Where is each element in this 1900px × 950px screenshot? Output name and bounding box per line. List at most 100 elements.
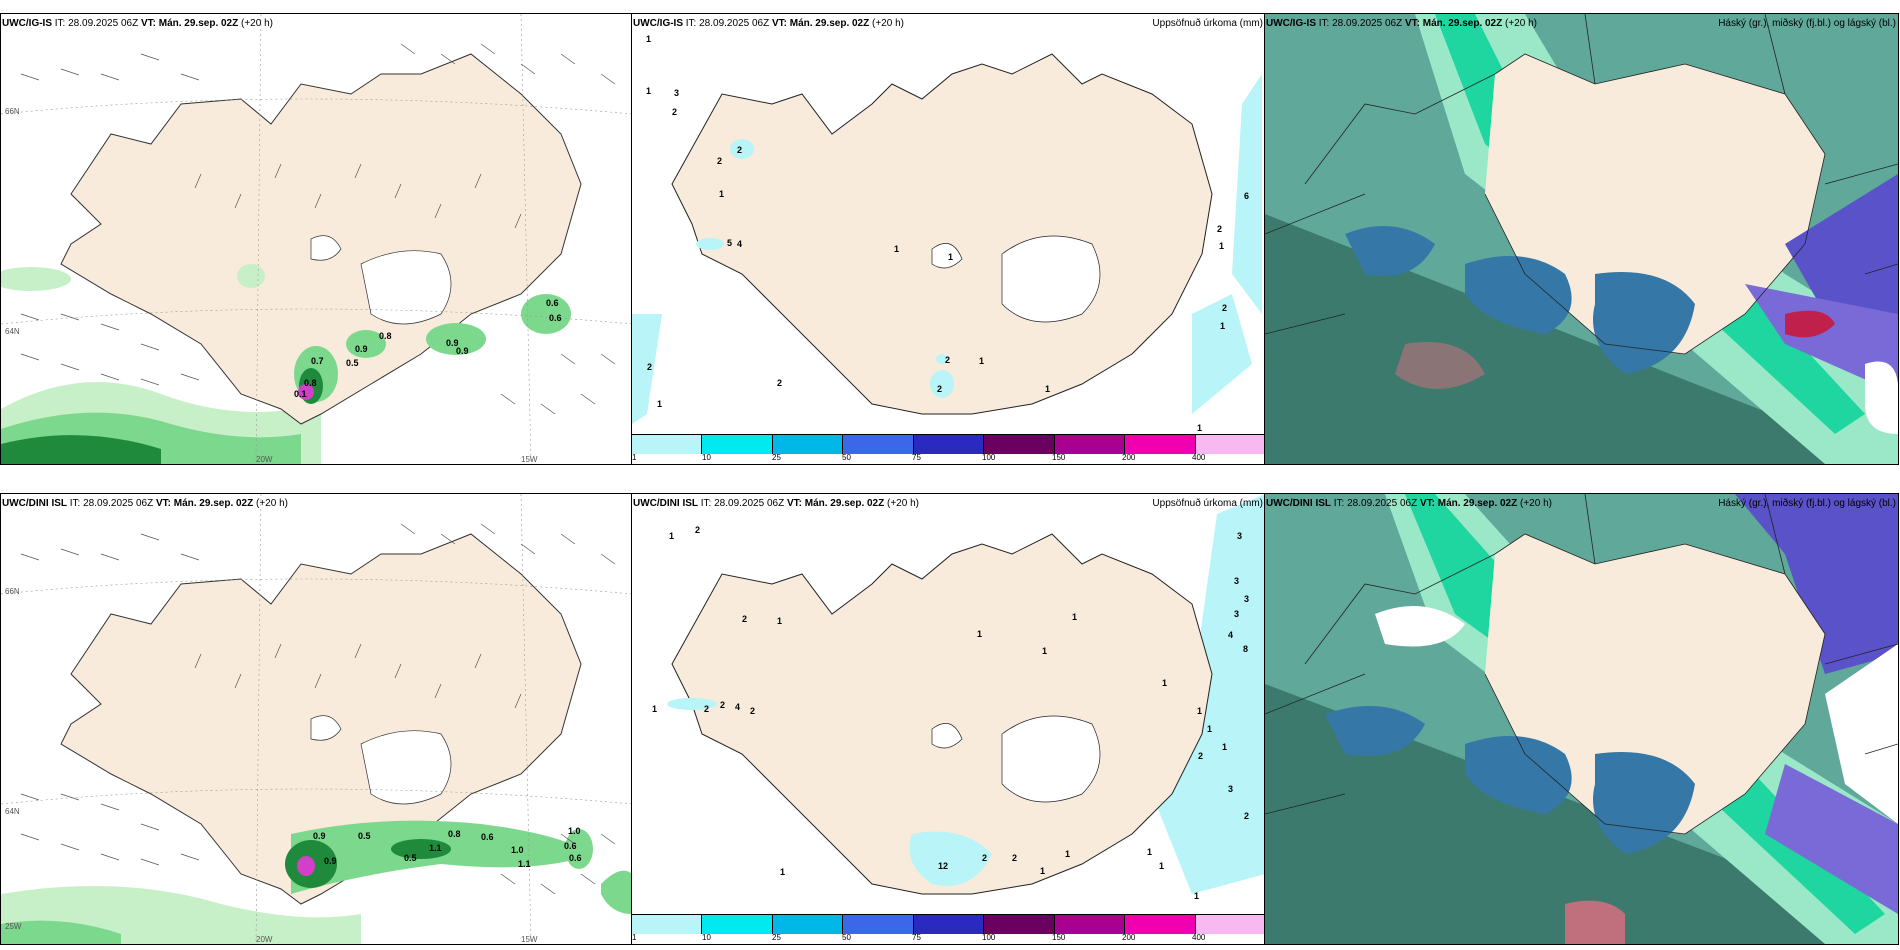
value-label: 1 <box>646 34 651 44</box>
value-label: 8 <box>1243 644 1248 654</box>
value-label: 1 <box>1197 706 1202 716</box>
value-label: 1 <box>1220 321 1225 331</box>
colorbar-tick: 150 <box>1052 933 1066 942</box>
precip-title: Uppsöfnuð úrkoma (mm) <box>1152 498 1263 509</box>
value-label: 2 <box>737 145 742 155</box>
colorbar-tick: 100 <box>982 453 996 462</box>
colorbar-tick: 200 <box>1122 933 1136 942</box>
value-label: 1 <box>977 629 982 639</box>
value-label: 0.5 <box>346 358 359 368</box>
value-label: 0.7 <box>311 356 324 366</box>
colorbar-tick: 150 <box>1052 453 1066 462</box>
colorbar-tick: 25 <box>772 933 781 942</box>
colorbar-swatch <box>984 915 1055 934</box>
colorbar-tick: 10 <box>702 453 711 462</box>
lon-label-20w: 20W <box>256 455 273 464</box>
panel-wind-top: 66N 64N 20W 15W 0.6 0.6 0.8 0.9 0.9 0.9 … <box>0 13 633 465</box>
colorbar-swatch <box>1195 915 1265 934</box>
colorbar-tick: 1 <box>632 453 637 462</box>
colorbar-tick: 50 <box>842 933 851 942</box>
value-label: 0.9 <box>313 831 326 841</box>
value-label: 0.6 <box>569 853 582 863</box>
value-label: 2 <box>982 853 987 863</box>
value-label: 2 <box>1222 303 1227 313</box>
precip-map-bottom: 1 2 2 1 1 2 2 4 2 1 1 1 3 3 3 3 4 8 1 1 … <box>632 494 1265 944</box>
colorbar-swatch <box>772 915 844 934</box>
panel-header: UWC/IG-IS IT: 28.09.2025 06Z VT: Mán. 29… <box>2 18 273 29</box>
value-label: 2 <box>720 700 725 710</box>
precip-title: Uppsöfnuð úrkoma (mm) <box>1152 18 1263 29</box>
value-label: 5 <box>727 238 732 248</box>
value-label: 1 <box>652 704 657 714</box>
panel-cloud-bottom: UWC/DINI ISL IT: 28.09.2025 06Z VT: Mán.… <box>1264 493 1899 945</box>
value-label: 1 <box>1162 678 1167 688</box>
colorbar-swatch <box>1054 435 1126 454</box>
value-label: 3 <box>1234 576 1239 586</box>
value-label: 0.9 <box>324 856 337 866</box>
panel-header: UWC/DINI ISL IT: 28.09.2025 06Z VT: Mán.… <box>1266 498 1552 509</box>
colorbar-swatch <box>1195 435 1265 454</box>
value-label: 1 <box>1194 891 1199 901</box>
lat-label-66n: 66N <box>5 587 20 596</box>
colorbar-swatch <box>1125 435 1196 454</box>
value-label: 1 <box>646 86 651 96</box>
value-label: 1.1 <box>518 859 531 869</box>
value-label: 1 <box>1042 646 1047 656</box>
value-label: 2 <box>1217 224 1222 234</box>
colorbar-tick: 25 <box>772 453 781 462</box>
value-label: 2 <box>717 156 722 166</box>
panel-header: UWC/DINI ISL IT: 28.09.2025 06Z VT: Mán.… <box>2 498 288 509</box>
colorbar-swatch <box>632 435 703 454</box>
panel-wind-bottom: 66N 64N 25W 20W 15W 0.5 0.8 0.6 1.0 1.0 … <box>0 493 633 945</box>
colorbar-swatch <box>984 435 1055 454</box>
value-label: 1 <box>1219 241 1224 251</box>
value-label: 0.5 <box>358 831 371 841</box>
value-label: 1 <box>979 356 984 366</box>
lat-label-64n: 64N <box>5 327 20 336</box>
value-label: 0.6 <box>549 313 562 323</box>
lon-label-20w: 20W <box>256 935 273 944</box>
value-label: 4 <box>735 702 740 712</box>
value-label: 1 <box>669 531 674 541</box>
value-label: 1 <box>1222 742 1227 752</box>
panel-header: UWC/DINI ISL IT: 28.09.2025 06Z VT: Mán.… <box>633 498 919 509</box>
value-label: 0.6 <box>564 841 577 851</box>
colorbar-swatch <box>702 915 773 934</box>
value-label: 1 <box>1159 861 1164 871</box>
lat-label-64n: 64N <box>5 807 20 816</box>
panel-cloud-top: UWC/IG-IS IT: 28.09.2025 06Z VT: Mán. 29… <box>1264 13 1899 465</box>
wind-barbs-bottom <box>20 523 616 895</box>
colorbar-swatch <box>913 435 985 454</box>
colorbar-tick: 75 <box>912 933 921 942</box>
value-label: 3 <box>1234 609 1239 619</box>
colorbar-swatch <box>772 435 844 454</box>
colorbar-tick: 400 <box>1192 933 1206 942</box>
colorbar-tick: 100 <box>982 933 996 942</box>
value-label: 0.1 <box>294 389 307 399</box>
value-label: 1.1 <box>429 843 442 853</box>
precip-colorbar <box>632 434 1265 454</box>
value-label: 2 <box>672 107 677 117</box>
colorbar-tick: 400 <box>1192 453 1206 462</box>
colorbar-swatch <box>632 915 703 934</box>
value-label: 2 <box>750 706 755 716</box>
value-label: 1 <box>894 244 899 254</box>
value-label: 1 <box>1065 849 1070 859</box>
value-label: 4 <box>737 239 742 249</box>
value-label: 0.9 <box>456 346 469 356</box>
panel-precip-bottom: 1 2 2 1 1 2 2 4 2 1 1 1 3 3 3 3 4 8 1 1 … <box>631 493 1266 945</box>
lon-label-15w: 15W <box>521 935 538 944</box>
panel-header: UWC/IG-IS IT: 28.09.2025 06Z VT: Mán. 29… <box>633 18 904 29</box>
lat-label-66n: 66N <box>5 107 20 116</box>
panel-header: UWC/IG-IS IT: 28.09.2025 06Z VT: Mán. 29… <box>1266 18 1537 29</box>
value-label: 1 <box>657 399 662 409</box>
value-label: 1.0 <box>568 826 581 836</box>
value-label: 2 <box>647 362 652 372</box>
value-label: 3 <box>1237 531 1242 541</box>
lon-label-25w: 25W <box>5 922 22 931</box>
value-label: 0.8 <box>448 829 461 839</box>
colorbar-swatch <box>1125 915 1196 934</box>
value-label: 0.9 <box>355 344 368 354</box>
value-label: 2 <box>945 355 950 365</box>
value-label: 1 <box>1072 612 1077 622</box>
